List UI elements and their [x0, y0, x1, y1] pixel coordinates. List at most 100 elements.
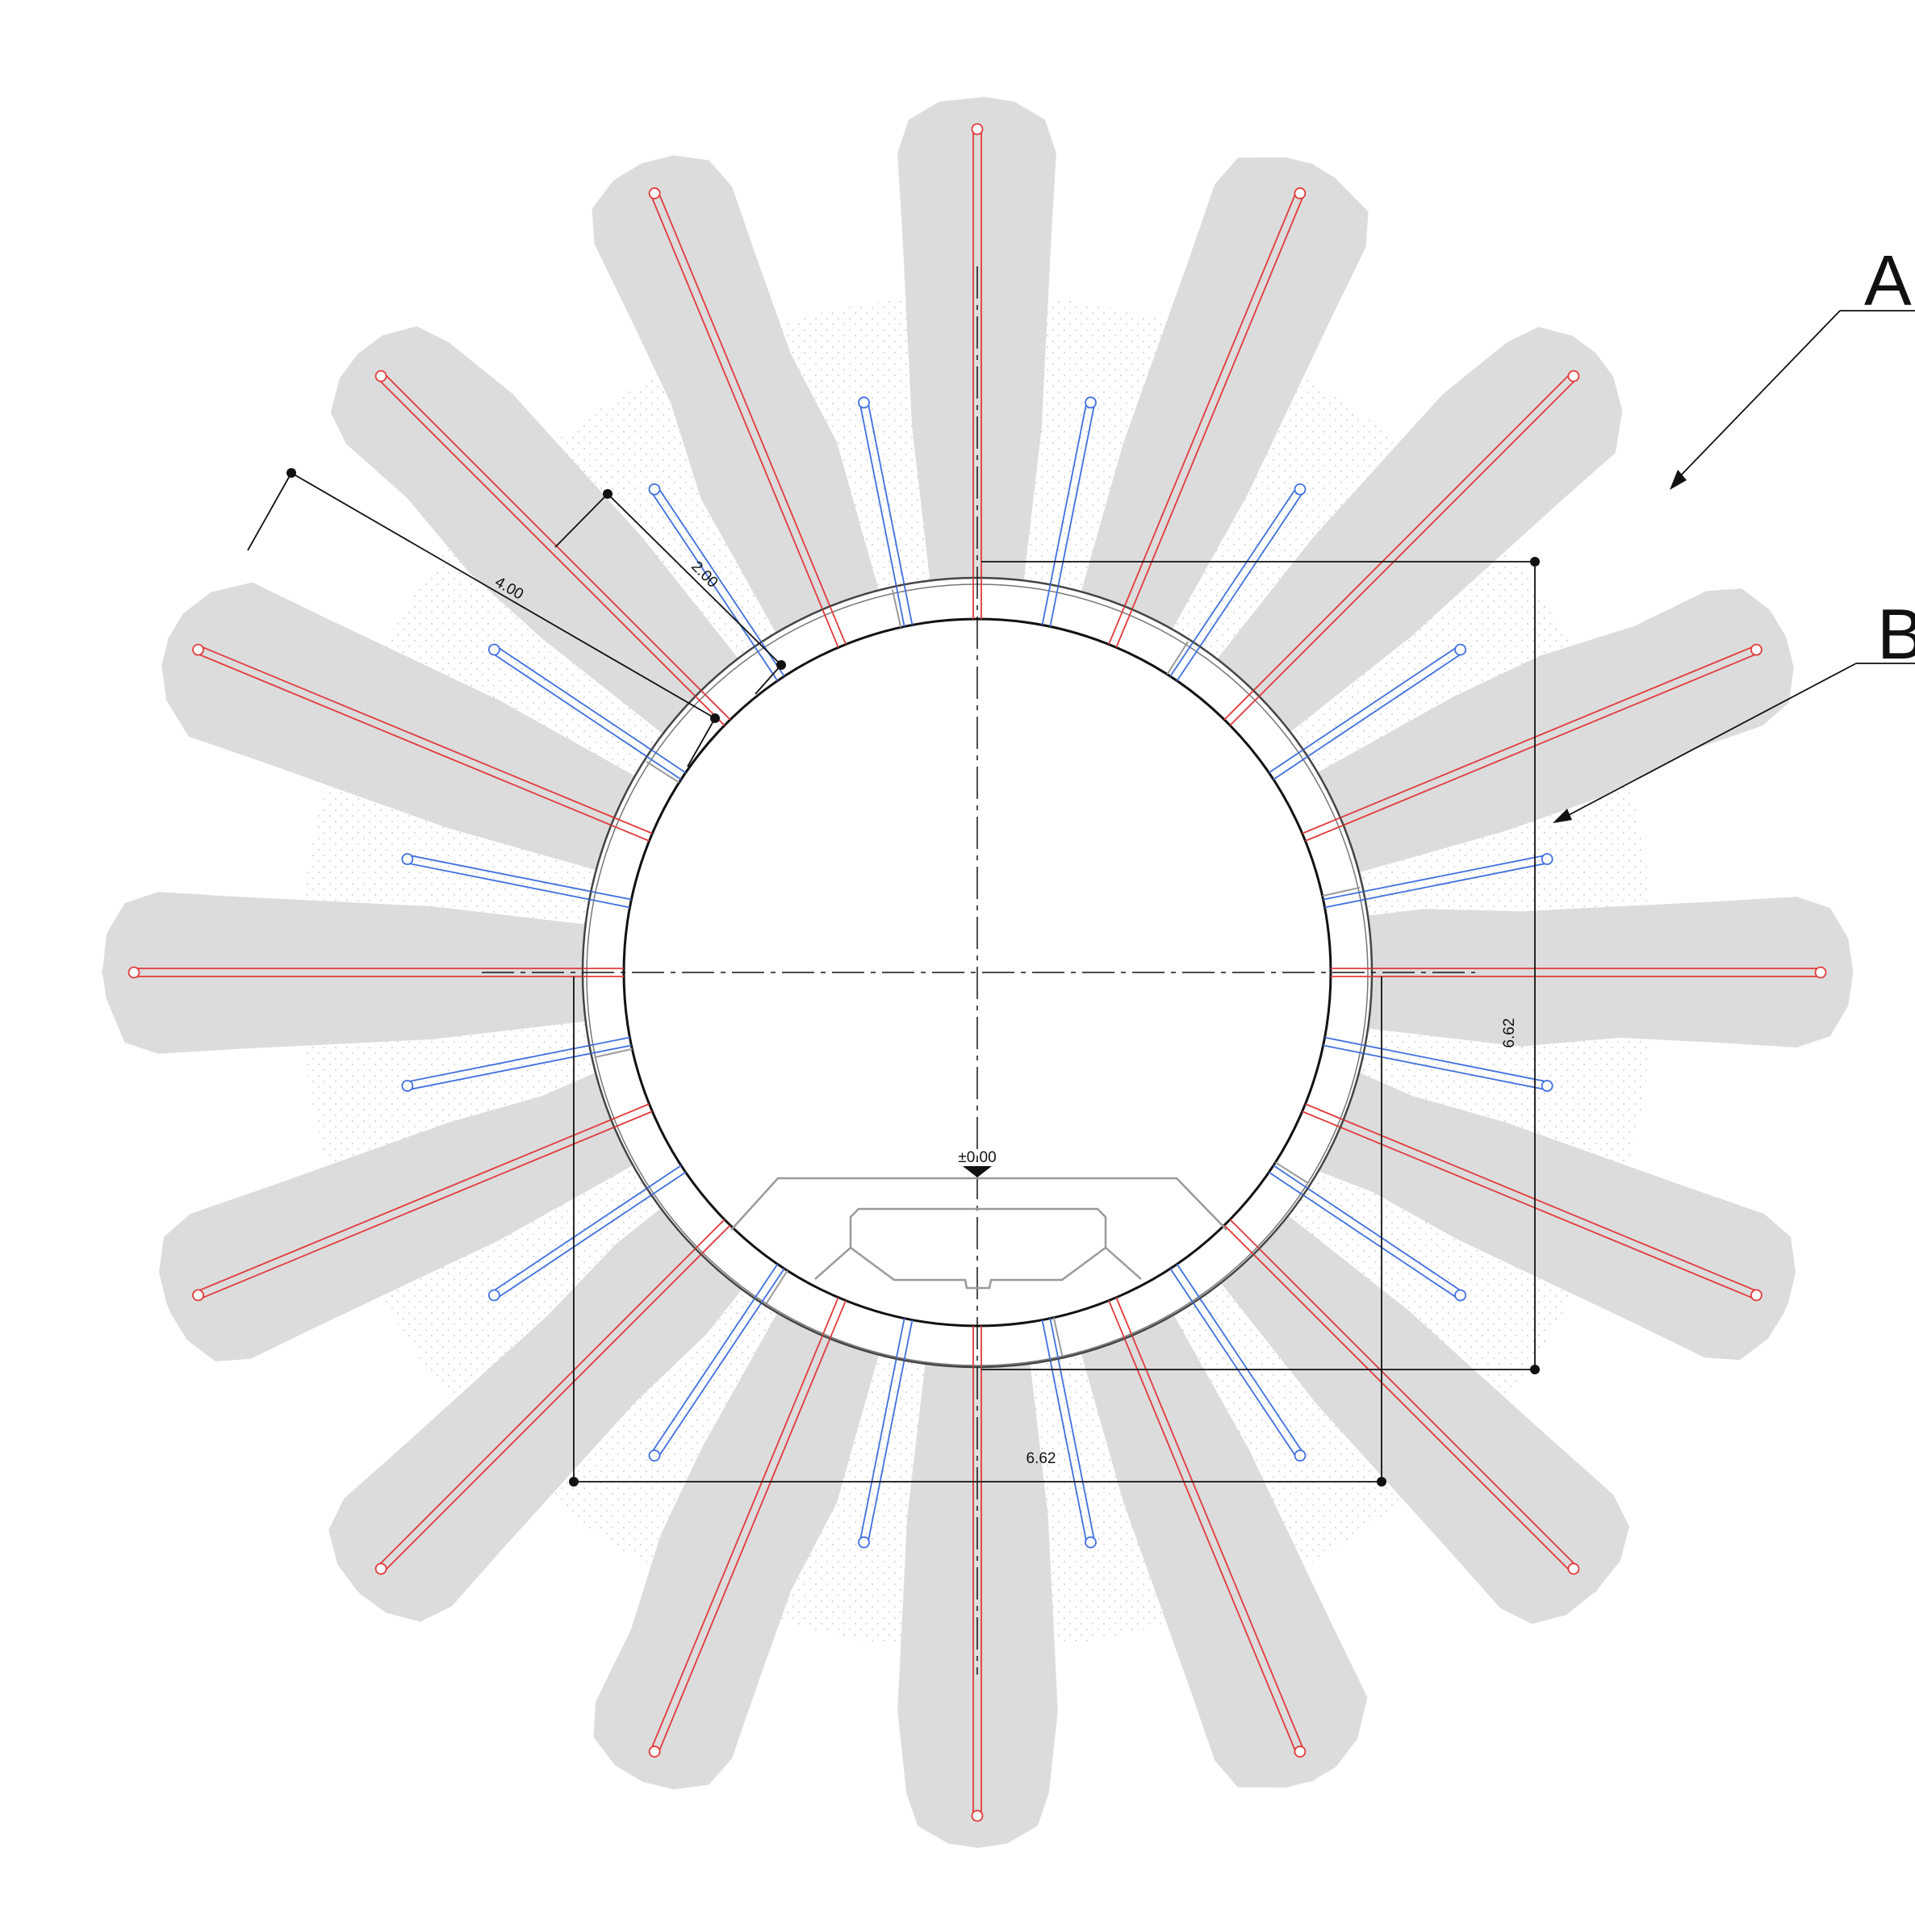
- short-pipe-tip: [1541, 853, 1553, 865]
- long-pipe-edge: [657, 191, 845, 640]
- short-pipe-edge: [1328, 1045, 1547, 1091]
- long-pipe-edge: [1110, 1305, 1298, 1754]
- short-pipe: [401, 1038, 626, 1092]
- long-pipe-edge: [1227, 372, 1572, 717]
- leader-a-arrowhead: [1670, 470, 1687, 490]
- lining-stub-short: [589, 1036, 630, 1047]
- lining-stub-long: [1115, 608, 1133, 648]
- short-pipe-edge: [406, 1038, 625, 1083]
- short-pipe-tip: [401, 1080, 414, 1092]
- lining-stub-long: [1108, 1300, 1126, 1340]
- short-pipe-tip: [1454, 1289, 1467, 1302]
- horizontal-dimension-value: 6.62: [1026, 1450, 1056, 1467]
- long-pipe-edge: [196, 652, 645, 840]
- short-pipe-edge: [491, 1168, 677, 1293]
- short-pipe-edge: [1173, 1273, 1298, 1458]
- lining-stub-long: [610, 824, 650, 842]
- grout-zone: [593, 1278, 890, 1790]
- lining-stub-long: [829, 1300, 847, 1340]
- lining-stub-long: [829, 605, 847, 645]
- track-slab-outline: [814, 1207, 1142, 1280]
- long-pipe-edge: [383, 1228, 727, 1573]
- lining-stub-group: [583, 578, 1372, 1367]
- short-pipe-tip: [1294, 1449, 1307, 1462]
- lining-stub-short: [1169, 642, 1194, 677]
- short-pipe-tip: [1294, 483, 1307, 496]
- long-pipe-dimension-line: [291, 472, 716, 719]
- short-pipe-edge: [867, 401, 912, 620]
- segment-joint: [1274, 1161, 1309, 1184]
- lining-stub-short: [650, 749, 687, 774]
- long-pipe-tip: [1294, 1746, 1307, 1758]
- lining-stub-short: [1268, 1171, 1304, 1196]
- lining-stub-long: [1229, 1219, 1260, 1249]
- lining-stub-short: [591, 1044, 632, 1055]
- short-pipe-tip: [401, 853, 414, 865]
- lining-stub-short: [646, 1165, 682, 1190]
- dimension-point: [776, 660, 786, 670]
- long-pipe-edge: [650, 1302, 837, 1750]
- lining-stub-long: [1305, 824, 1344, 842]
- short-pipe-edge: [1273, 646, 1459, 771]
- long-pipe-tip: [374, 1562, 387, 1575]
- pipe-length-dimensions: [247, 472, 782, 767]
- short-pipe-edge: [1050, 1324, 1096, 1542]
- elevation-marker: ±0.00: [958, 1149, 997, 1177]
- lining-stub-short: [1324, 898, 1365, 909]
- long-pipe: [971, 123, 984, 613]
- long-pipe-tip: [1750, 1289, 1762, 1302]
- dimension-point: [710, 713, 720, 723]
- segment-joint: [891, 589, 902, 628]
- lining-stub-short: [754, 646, 779, 682]
- lining-stub-long: [1108, 605, 1126, 645]
- short-pipe-edge: [495, 1174, 682, 1299]
- grout-zone: [330, 326, 763, 759]
- leader-b-line: [1565, 663, 1857, 818]
- long-pipe-group: [128, 123, 1827, 1822]
- long-pipe-edge: [196, 1105, 645, 1293]
- short-pipe-tip: [1454, 643, 1467, 656]
- lining-stub-short: [1049, 1318, 1060, 1359]
- long-pipe-tip: [648, 1746, 661, 1758]
- lining-stub-short: [1273, 755, 1308, 780]
- drain-channel-outline: [850, 1246, 1106, 1290]
- lining-stub-short: [1324, 1036, 1365, 1047]
- lining-stub-short: [1169, 1268, 1194, 1303]
- long-pipe-edge: [383, 372, 727, 717]
- pipe-dimension-terminators: [286, 468, 786, 723]
- dimension-point: [1530, 1365, 1540, 1374]
- long-pipe-tip: [971, 1809, 984, 1822]
- grout-zone: [1328, 897, 1853, 1048]
- short-pipe-tip: [858, 1536, 870, 1549]
- segment-joint: [646, 761, 680, 784]
- long-pipe-tip: [1567, 370, 1580, 383]
- long-pipe-edge: [1118, 1302, 1305, 1750]
- short-pipe-edge: [650, 491, 776, 677]
- lining-stub-long: [613, 817, 653, 834]
- short-pipe: [1173, 483, 1307, 677]
- overall-dimensions: [573, 561, 1536, 1482]
- lining-stub-long: [1302, 817, 1341, 834]
- long-pipe: [192, 1105, 648, 1302]
- lining-stub-short: [1041, 584, 1052, 625]
- short-pipe-tip: [648, 1449, 661, 1462]
- lining-stub-long: [613, 1110, 653, 1128]
- lining-stub-short: [895, 586, 905, 627]
- lining-stub-short: [903, 1319, 914, 1361]
- long-pipe-tip: [648, 187, 661, 199]
- long-pipe: [1227, 370, 1580, 722]
- short-pipe: [858, 1324, 912, 1549]
- short-pipe-edge: [1330, 862, 1549, 907]
- long-pipe-edge: [1110, 191, 1298, 640]
- short-pipe: [1043, 396, 1097, 621]
- grout-zone: [1070, 1280, 1368, 1788]
- dimension-point: [286, 468, 296, 478]
- short-pipe-edge: [1273, 1174, 1459, 1299]
- lining-stub-long: [1305, 1103, 1344, 1121]
- long-pipe-edge: [377, 1223, 721, 1567]
- lining-stub-short: [1268, 749, 1304, 774]
- long-pipe-edge: [1227, 1228, 1572, 1573]
- short-pipe-tip: [1085, 1536, 1097, 1549]
- lining-stub-long: [695, 1219, 725, 1249]
- leader-a-line: [1678, 310, 1841, 479]
